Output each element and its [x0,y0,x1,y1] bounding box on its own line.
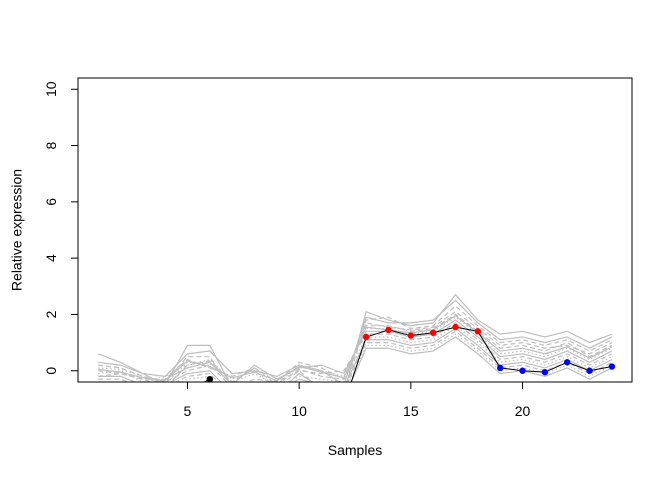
highlight-line [203,326,612,382]
data-point-24 [608,363,616,370]
background-line-13 [204,336,613,382]
background-line-7 [98,324,613,382]
data-point-16 [429,329,437,336]
background-lines [97,293,613,382]
data-point-13 [362,333,370,341]
y-tick-label: 6 [43,198,59,206]
data-point-23 [586,367,593,374]
data-point-14 [385,326,392,334]
data-point-17 [452,323,459,331]
background-line-6 [98,322,613,382]
data-point-15 [407,332,415,339]
y-axis: 0 2 4 6 8 10 [43,81,78,375]
data-point-20 [519,367,526,374]
background-line-1 [97,293,613,382]
y-tick-label: 8 [43,141,59,149]
y-tick-label: 0 [43,367,59,375]
x-tick-label: 10 [291,403,307,419]
background-line-3 [98,313,613,382]
data-point-19 [497,364,504,372]
x-tick-label: 20 [515,403,531,419]
background-line-2 [98,305,613,382]
highlight-series [203,326,612,382]
y-tick-label: 2 [43,310,59,318]
x-tick-label: 15 [403,403,419,419]
x-tick-label: 5 [184,403,192,419]
highlight-points [206,323,616,382]
background-line-12 [98,310,613,382]
x-axis: 5 10 15 20 [184,381,531,419]
data-point-22 [564,359,571,366]
background-line-9 [174,330,613,382]
y-tick-label: 10 [43,81,59,97]
data-point-18 [474,328,482,335]
y-tick-label: 4 [43,254,59,262]
background-line-8 [98,327,613,382]
x-axis-label: Samples [328,442,382,458]
y-axis-label: Relative expression [9,169,25,291]
data-point-6 [206,375,213,382]
data-point-21 [541,368,549,376]
background-line-14 [98,315,613,382]
